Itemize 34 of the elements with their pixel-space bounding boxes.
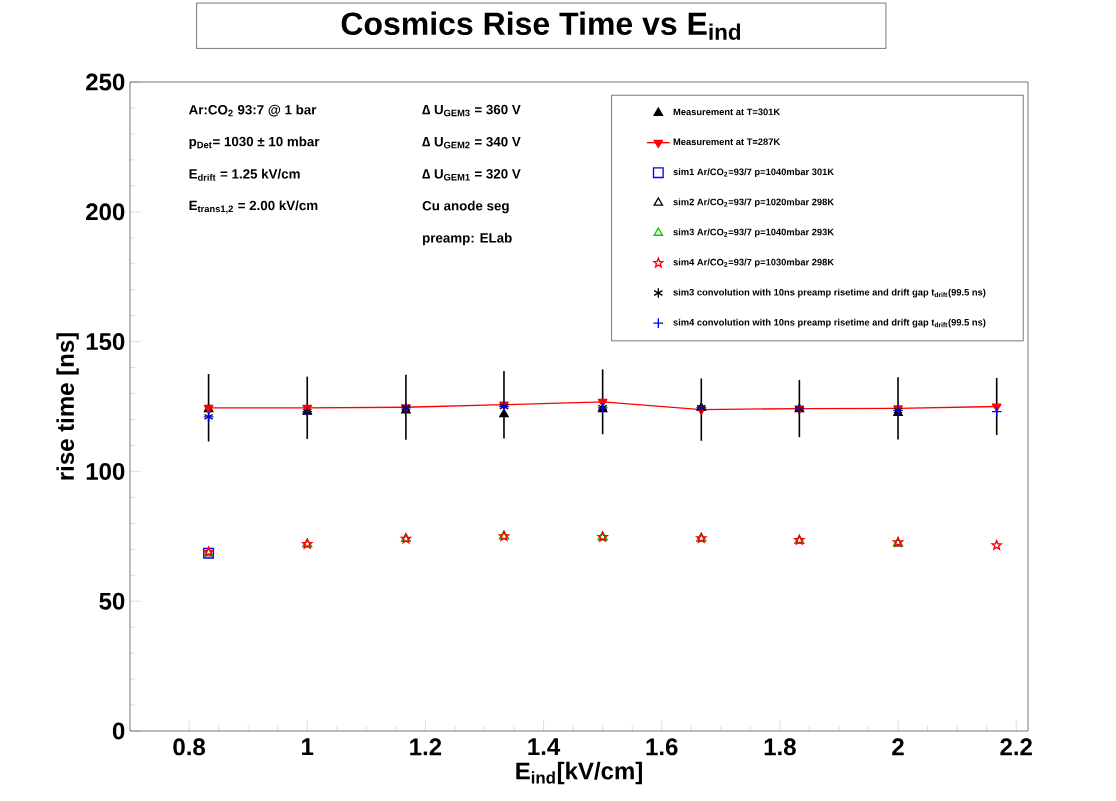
x-tick-label: 0.8 (173, 738, 206, 756)
x-tick-label: 1 (302, 738, 314, 755)
y-tick-label: 50 (99, 592, 125, 610)
chart-title: Cosmics Rise Time vs E$_{ind}$ (341, 11, 741, 40)
x-tick-label: 2.2 (1000, 738, 1032, 756)
y-tick-label: 100 (86, 462, 125, 480)
x-tick-label: 1.2 (410, 738, 442, 756)
x-tick-label: 1.4 (528, 738, 561, 755)
legend-label: sim4 convolution with 10ns preamp risetime and drift gap t$_{drift}$(99.5 ns) (673, 318, 986, 328)
annotation: E$_{drift}$ = 1.25 kV/cm (189, 168, 300, 181)
annotation: preamp: ELab (423, 232, 512, 246)
annotation: ∆ U$_{GEM2}$ = 340 V (422, 136, 521, 149)
legend-label: sim4 Ar/CO$_{2}$=93/7 p=1030mbar 298K (673, 258, 834, 268)
legend-label: sim2 Ar/CO$_{2}$=93/7 p=1020mbar 298K (673, 198, 834, 208)
legend-label: sim3 convolution with 10ns preamp risetime and drift gap t$_{drift}$(99.5 ns) (673, 288, 986, 298)
legend-label: Measurement at T=301K (673, 108, 781, 116)
annotation: ∆ U$_{GEM1}$ = 320 V (422, 169, 521, 181)
x-axis-title: E$_{ind}$[kV/cm] (516, 761, 642, 785)
x-tick-label: 1.6 (646, 738, 678, 756)
annotation: Cu anode seg (422, 200, 509, 214)
y-tick-label: 200 (86, 203, 125, 221)
x-tick-label: 2 (892, 738, 904, 756)
legend-label: Measurement at T=287K (673, 138, 781, 146)
legend-label: sim1 Ar/CO$_{2}$=93/7 p=1040mbar 301K (673, 168, 834, 177)
y-tick-label: 250 (86, 73, 125, 91)
y-axis-title: rise time [ns] (56, 333, 79, 480)
annotation: ∆ U$_{GEM3}$ = 360 V (422, 104, 521, 117)
annotation: Ar:CO$_{2}$ 93:7 @ 1 bar (188, 104, 317, 117)
y-tick-label: 0 (112, 722, 125, 740)
y-tick-label: 150 (86, 333, 125, 351)
annotation: E$_{trans1,2}$ = 2.00 kV/cm (189, 200, 318, 214)
x-tick-label: 1.8 (764, 738, 796, 756)
legend-label: sim3 Ar/CO$_{2}$=93/7 p=1040mbar 293K (673, 228, 834, 238)
annotation: p$_{Det}$= 1030 ± 10 mbar (189, 136, 320, 149)
